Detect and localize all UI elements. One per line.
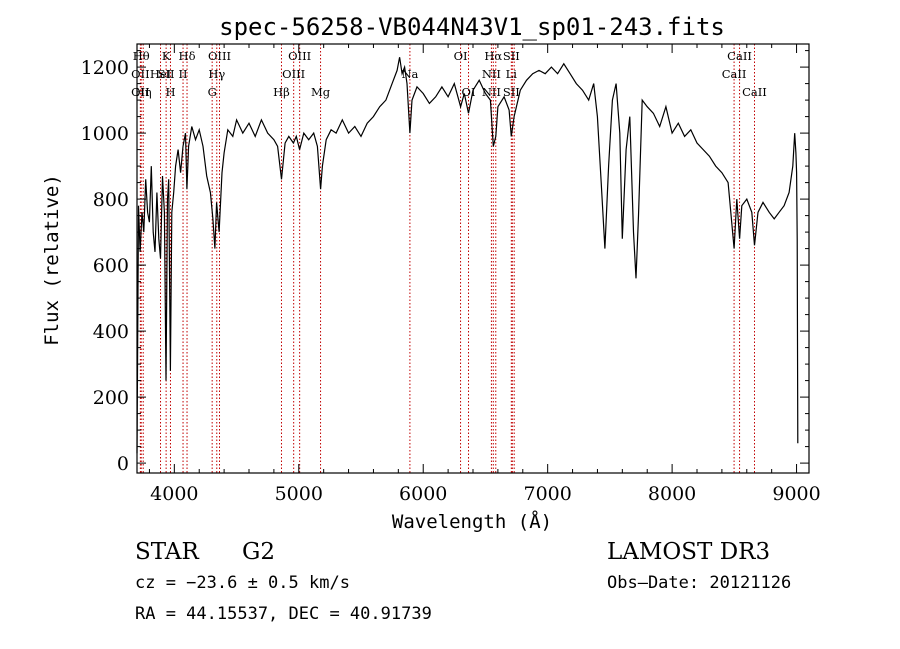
marker-label: Hγ	[208, 67, 225, 81]
marker-label: CaII	[722, 67, 747, 81]
x-axis-label: Wavelength (Å)	[392, 510, 552, 533]
obs-date-text: Obs–Date: 20121126	[607, 573, 791, 593]
marker-label: Hδ	[179, 49, 196, 63]
x-tick-label: 4000	[150, 483, 198, 505]
y-tick-label: 0	[117, 453, 129, 475]
marker-label: OIII	[282, 67, 305, 81]
y-tick-label: 600	[93, 255, 129, 277]
x-tick-label: 9000	[772, 483, 820, 505]
x-tick-label: 5000	[275, 483, 323, 505]
marker-label: CaII	[742, 85, 767, 99]
spectral-line-markers	[139, 44, 755, 473]
x-tick-label: 8000	[648, 483, 696, 505]
y-tick-label: 1200	[81, 57, 129, 79]
survey-name: LAMOST DR3	[607, 539, 770, 565]
marker-label: G	[208, 85, 217, 99]
marker-label: SII	[503, 49, 520, 63]
marker-label: Hβ	[273, 85, 290, 99]
chart-title: spec-56258-VB044N43V1_sp01-243.fits	[219, 13, 725, 41]
marker-label: OI	[454, 49, 468, 63]
marker-label: Mg	[311, 85, 331, 99]
marker-label: SII	[158, 67, 175, 81]
spectral-line-labels: HθOIIOIIHηHeIKSIIHHδIIGHγOIIIHβOIIIOIIIM…	[131, 49, 767, 99]
marker-label: OII	[131, 85, 150, 99]
plot-frame	[136, 43, 810, 474]
marker-label: Hα	[484, 49, 502, 63]
marker-label: SII	[503, 85, 520, 99]
x-tick-label: 7000	[523, 483, 571, 505]
y-tick-label: 400	[93, 321, 129, 343]
marker-label: II	[178, 67, 187, 81]
marker-label: OIII	[208, 49, 231, 63]
marker-label: Hθ	[133, 49, 150, 63]
redshift-text: cz = −23.6 ± 0.5 km/s	[135, 573, 350, 593]
y-tick-label: 200	[93, 387, 129, 409]
marker-label: CaII	[727, 49, 752, 63]
marker-label: OIII	[288, 49, 311, 63]
coordinates-text: RA = 44.15537, DEC = 40.91739	[135, 604, 432, 624]
object-class: STAR	[135, 539, 199, 565]
marker-label: Li	[506, 67, 518, 81]
marker-label: HeI	[150, 67, 171, 81]
spectrum-line	[136, 57, 799, 454]
y-axis-label: Flux (relative)	[41, 174, 63, 346]
y-tick-label: 800	[93, 189, 129, 211]
x-axis: 4000 5000 6000 7000 8000 9000	[148, 44, 821, 505]
y-tick-label: 1000	[81, 123, 129, 145]
marker-label: NII	[482, 67, 501, 81]
x-tick-label: 6000	[399, 483, 447, 505]
marker-label: K	[162, 49, 171, 63]
marker-label: OII	[131, 67, 150, 81]
object-subclass: G2	[242, 539, 275, 565]
marker-label: H	[165, 85, 175, 99]
y-axis: 0 200 400 600 800 1000 1200	[81, 50, 809, 475]
marker-label: Hη	[135, 85, 152, 99]
